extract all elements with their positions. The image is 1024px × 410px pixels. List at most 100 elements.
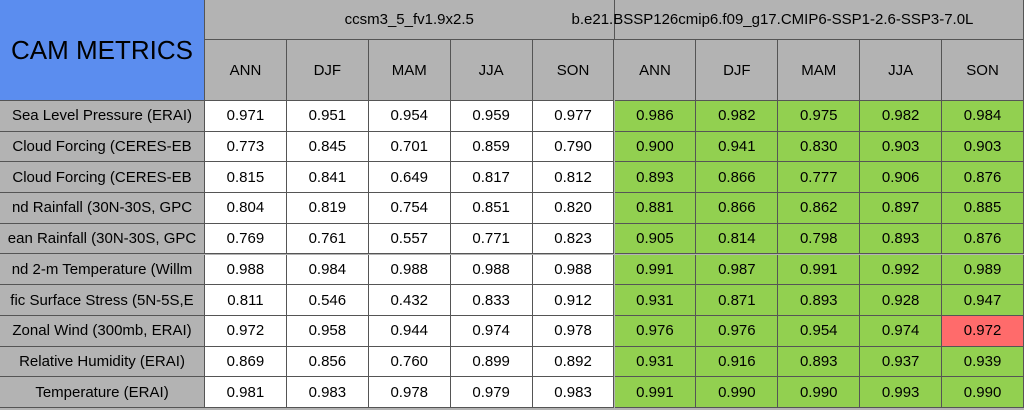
season-header: MAM [778, 40, 861, 101]
season-header: DJF [696, 40, 779, 101]
metric-cell: 0.851 [450, 193, 533, 224]
season-header: JJA [450, 40, 533, 101]
metric-cell: 0.984 [942, 101, 1024, 132]
season-header: SON [942, 40, 1024, 101]
season-header: SON [532, 40, 615, 101]
metric-cell: 0.773 [205, 131, 287, 163]
metric-cell: 0.906 [860, 162, 943, 194]
metric-cell: 0.819 [286, 193, 369, 224]
metric-cell: 0.546 [286, 285, 369, 316]
metric-cell: 0.866 [696, 193, 779, 224]
metric-cell: 0.900 [614, 131, 697, 163]
metric-cell: 0.881 [614, 193, 697, 224]
metric-cell: 0.928 [860, 285, 943, 316]
metric-cell: 0.760 [368, 346, 451, 378]
metric-cell: 0.859 [450, 131, 533, 163]
metric-cell: 0.974 [450, 315, 533, 347]
metric-cell: 0.833 [450, 285, 533, 316]
metric-cell: 0.899 [450, 346, 533, 378]
metric-cell: 0.974 [860, 315, 943, 347]
metric-cell: 0.986 [614, 101, 697, 132]
metric-cell: 0.798 [778, 223, 861, 255]
metric-cell: 0.761 [286, 223, 369, 255]
metric-cell: 0.972 [205, 315, 287, 347]
metric-cell: 0.983 [532, 377, 615, 408]
case-header-cell: b.e21.BSSP126cmip6.f09_g17.CMIP6-SSP1-2.… [572, 0, 1024, 40]
metric-cell: 0.954 [368, 101, 451, 132]
metric-cell: 0.941 [696, 131, 779, 163]
metric-cell: 0.988 [450, 254, 533, 286]
metric-cell: 0.777 [778, 162, 861, 194]
season-header: MAM [368, 40, 451, 101]
metric-cell: 0.990 [942, 377, 1024, 408]
metric-cell: 0.982 [696, 101, 779, 132]
metric-cell: 0.993 [860, 377, 943, 408]
metric-cell: 0.701 [368, 131, 451, 163]
metric-cell: 0.951 [286, 101, 369, 132]
metric-cell: 0.841 [286, 162, 369, 194]
metric-cell: 0.990 [696, 377, 779, 408]
season-header: DJF [286, 40, 369, 101]
metric-cell: 0.984 [286, 254, 369, 286]
metric-cell: 0.804 [205, 193, 287, 224]
metric-cell: 0.885 [942, 193, 1024, 224]
metric-cell: 0.947 [942, 285, 1024, 316]
table-title: CAM METRICS [0, 0, 205, 101]
metric-cell: 0.978 [368, 377, 451, 408]
metric-cell: 0.869 [205, 346, 287, 378]
metric-cell: 0.937 [860, 346, 943, 378]
case-header-cell: ccsm3_5_fv1.9x2.5 [205, 0, 615, 40]
metric-cell: 0.856 [286, 346, 369, 378]
metric-cell: 0.958 [286, 315, 369, 347]
season-header: JJA [860, 40, 943, 101]
metric-cell: 0.916 [696, 346, 779, 378]
metric-cell: 0.987 [696, 254, 779, 286]
metric-cell: 0.876 [942, 223, 1024, 255]
metric-cell: 0.988 [368, 254, 451, 286]
metric-cell: 0.815 [205, 162, 287, 194]
metric-cell: 0.820 [532, 193, 615, 224]
metric-cell: 0.811 [205, 285, 287, 316]
metric-cell: 0.769 [205, 223, 287, 255]
metric-cell: 0.989 [942, 254, 1024, 286]
metric-cell: 0.897 [860, 193, 943, 224]
row-label: nd 2-m Temperature (Willm [0, 254, 205, 286]
metric-cell: 0.790 [532, 131, 615, 163]
metric-cell: 0.903 [860, 131, 943, 163]
metric-cell: 0.931 [614, 346, 697, 378]
metric-cell: 0.977 [532, 101, 615, 132]
metric-cell: 0.975 [778, 101, 861, 132]
metric-cell: 0.814 [696, 223, 779, 255]
metric-cell: 0.978 [532, 315, 615, 347]
row-label: Sea Level Pressure (ERAI) [0, 101, 205, 132]
metric-cell: 0.979 [450, 377, 533, 408]
season-header: ANN [614, 40, 697, 101]
row-label: Cloud Forcing (CERES-EB [0, 131, 205, 163]
metric-cell: 0.862 [778, 193, 861, 224]
metric-cell: 0.871 [696, 285, 779, 316]
row-label: nd Rainfall (30N-30S, GPC [0, 193, 205, 224]
metric-cell: 0.992 [860, 254, 943, 286]
metric-cell: 0.976 [614, 315, 697, 347]
metric-cell: 0.931 [614, 285, 697, 316]
metric-cell: 0.912 [532, 285, 615, 316]
row-label: Temperature (ERAI) [0, 377, 205, 408]
metric-cell: 0.954 [778, 315, 861, 347]
metric-cell: 0.893 [778, 346, 861, 378]
row-label: ean Rainfall (30N-30S, GPC [0, 223, 205, 255]
metric-cell: 0.649 [368, 162, 451, 194]
metric-cell: 0.557 [368, 223, 451, 255]
case-header: b.e21.BSSP126cmip6.f09_g17.CMIP6-SSP1-2.… [571, 11, 974, 28]
metric-cell: 0.905 [614, 223, 697, 255]
metric-cell: 0.982 [860, 101, 943, 132]
metric-cell: 0.944 [368, 315, 451, 347]
metric-cell: 0.845 [286, 131, 369, 163]
metric-cell: 0.823 [532, 223, 615, 255]
row-label: fic Surface Stress (5N-5S,E [0, 285, 205, 316]
metric-cell: 0.876 [942, 162, 1024, 194]
metric-cell: 0.893 [860, 223, 943, 255]
metric-cell: 0.990 [778, 377, 861, 408]
metric-cell: 0.939 [942, 346, 1024, 378]
row-label: Cloud Forcing (CERES-EB [0, 162, 205, 194]
metric-cell: 0.771 [450, 223, 533, 255]
